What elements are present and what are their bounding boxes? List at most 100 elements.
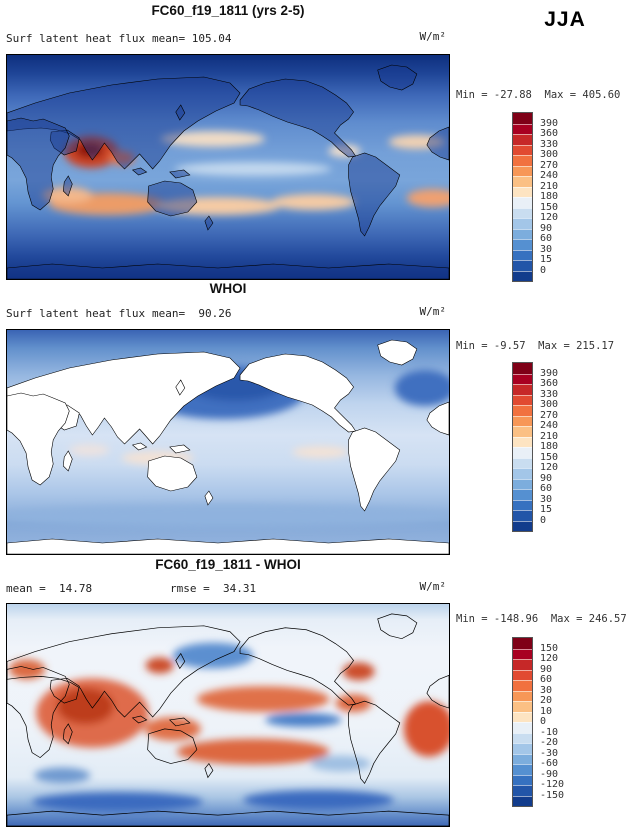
colorbar-segment <box>513 384 532 395</box>
colorbar-tick-label: -20 <box>540 737 559 748</box>
colorbar-tick-label: 150 <box>540 642 559 654</box>
colorbar-segment <box>513 447 532 458</box>
colorbar-segment <box>513 218 532 229</box>
colorbar-tick-label: 0 <box>540 264 547 276</box>
colorbar-tick-label: -30 <box>540 747 559 759</box>
map-obs <box>6 329 450 555</box>
colorbar-segment <box>513 415 532 426</box>
colorbar-segment <box>513 659 532 670</box>
colorbar-segment <box>513 405 532 416</box>
variable-label-model: Surf latent heat flux <box>6 32 146 45</box>
rmse-label-diff: rmse = 34.31 <box>170 582 257 595</box>
colorbar-tick-label: 300 <box>540 149 559 160</box>
colorbar-tick-label: 240 <box>540 170 559 181</box>
colorbar-strip <box>512 112 533 282</box>
colorbar-segment <box>513 732 532 743</box>
colorbar-segment <box>513 436 532 447</box>
colorbar-tick-label: 15 <box>540 504 553 515</box>
colorbar-segment <box>513 207 532 218</box>
units-label-diff: W/m² <box>419 580 447 593</box>
colorbar-tick-label: 15 <box>540 254 553 265</box>
colorbar-obs: 390 360 330 300 270 240 210 180 150 120 90 60 30 15 0 <box>512 362 576 532</box>
colorbar-tick-label: -150 <box>540 789 565 801</box>
colorbar-tick-label: 30 <box>540 684 553 696</box>
colorbar-segment <box>513 743 532 754</box>
colorbar-segment <box>513 239 532 250</box>
colorbar-segment <box>513 457 532 468</box>
season-label: JJA <box>544 8 586 31</box>
map-diff <box>6 603 450 827</box>
colorbar-diff: 150 120 90 60 30 20 10 0 -10 -20 -30 -60 -90 -120 -150 <box>512 637 576 807</box>
colorbar-segment <box>513 722 532 733</box>
colorbar-segment <box>513 228 532 239</box>
colorbar-tick-label: 0 <box>540 716 547 727</box>
colorbar-segment <box>513 648 532 659</box>
colorbar-tick-label: 360 <box>540 128 559 139</box>
colorbar-segment <box>513 764 532 775</box>
colorbar-segment <box>513 165 532 176</box>
panel-diff-title: FC60_f19_1811 - WHOI <box>155 557 301 572</box>
colorbar-tick-label: 30 <box>540 493 553 505</box>
colorbar-strip <box>512 637 533 807</box>
colorbar-segment <box>513 249 532 260</box>
colorbar-tick-label: 180 <box>540 191 559 202</box>
colorbar-tick-label: 330 <box>540 388 559 400</box>
colorbar-segment <box>513 123 532 134</box>
colorbar-segment <box>513 753 532 764</box>
colorbar-tick-label: 240 <box>540 420 559 431</box>
colorbar-segment <box>513 144 532 155</box>
colorbar-segment <box>513 176 532 187</box>
colorbar-segment <box>513 499 532 510</box>
colorbar-tick-label: 390 <box>540 117 559 129</box>
colorbar-segment <box>513 680 532 691</box>
units-label-model: W/m² <box>419 30 447 43</box>
colorbar-tick-label: 20 <box>540 695 553 706</box>
colorbar-model: 390 360 330 300 270 240 210 180 150 120 90 60 30 15 0 <box>512 112 576 282</box>
colorbar-tick-label: 330 <box>540 138 559 150</box>
colorbar-tick-label: 30 <box>540 243 553 255</box>
colorbar-segment <box>513 795 532 806</box>
mean-label-obs: mean= 90.26 <box>152 307 232 320</box>
colorbar-tick-label: -90 <box>540 768 559 780</box>
colorbar-tick-label: 210 <box>540 430 559 442</box>
minmax-obs: Min = -9.57 Max = 215.17 <box>456 340 615 352</box>
colorbar-tick-label: 0 <box>540 514 547 526</box>
colorbar-segment <box>513 134 532 145</box>
colorbar-tick-label: 90 <box>540 472 553 484</box>
colorbar-segment <box>513 510 532 521</box>
colorbar-segment <box>513 478 532 489</box>
colorbar-segment <box>513 394 532 405</box>
colorbar-segment <box>513 373 532 384</box>
colorbar-tick-label: 150 <box>540 451 559 463</box>
colorbar-segment <box>513 785 532 796</box>
colorbar-segment <box>513 186 532 197</box>
map-model <box>6 54 450 280</box>
variable-label-obs: Surf latent heat flux <box>6 307 146 320</box>
colorbar-tick-label: -120 <box>540 779 565 790</box>
colorbar-tick-label: 270 <box>540 409 559 421</box>
colorbar-segment <box>513 113 532 124</box>
colorbar-segment <box>513 638 532 649</box>
colorbar-segment <box>513 155 532 166</box>
mean-label-diff: mean = 14.78 <box>6 582 93 595</box>
colorbar-tick-label: 270 <box>540 159 559 171</box>
colorbar-tick-label: 390 <box>540 367 559 379</box>
colorbar-segment <box>513 270 532 281</box>
colorbar-tick-label: 120 <box>540 653 559 664</box>
colorbar-tick-label: 300 <box>540 399 559 410</box>
colorbar-strip <box>512 362 533 532</box>
colorbar-tick-label: 90 <box>540 663 553 675</box>
colorbar-tick-label: 90 <box>540 222 553 234</box>
colorbar-segment <box>513 690 532 701</box>
colorbar-tick-label: 120 <box>540 462 559 473</box>
colorbar-segment <box>513 520 532 531</box>
colorbar-tick-label: 10 <box>540 705 553 717</box>
colorbar-segment <box>513 669 532 680</box>
panel-model-title: FC60_f19_1811 (yrs 2-5) <box>151 3 305 18</box>
colorbar-segment <box>513 363 532 374</box>
colorbar-segment <box>513 711 532 722</box>
colorbar-segment <box>513 468 532 479</box>
colorbar-segment <box>513 701 532 712</box>
colorbar-segment <box>513 426 532 437</box>
